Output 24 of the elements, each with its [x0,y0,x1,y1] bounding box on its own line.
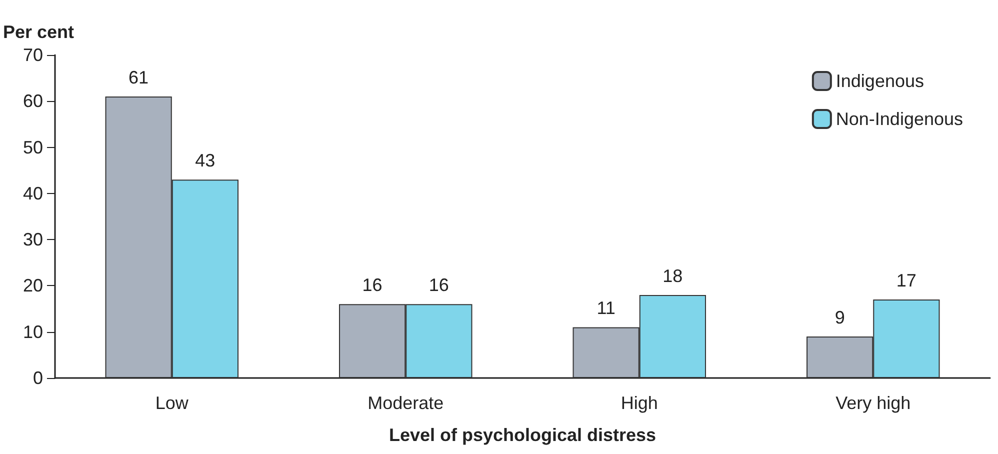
data-label: 18 [662,266,683,286]
x-tick-label: Moderate [368,393,444,413]
x-tick-label: High [620,393,658,413]
y-tick-label: 10 [22,322,43,342]
y-tick-label: 40 [22,183,43,204]
data-label: 43 [195,150,216,171]
data-label: 16 [362,275,382,296]
data-label: 61 [128,68,149,88]
x-axis-title: Level of psychological distress [388,425,656,445]
x-tick-label: Very high [836,393,911,413]
data-label: 17 [896,270,916,291]
y-tick-label: 60 [22,91,43,112]
y-tick-label: 70 [22,45,43,65]
data-label: 16 [428,275,449,296]
y-axis-title: Per cent [3,22,74,42]
x-tick-label: Low [155,393,190,413]
y-tick-label: 0 [32,368,43,388]
data-label: 11 [596,298,616,318]
y-tick-label: 50 [22,137,43,158]
y-tick-label: 30 [22,230,43,250]
data-label: 9 [834,307,845,328]
y-tick-label: 20 [22,276,43,296]
legend-label: Indigenous [836,71,924,91]
legend-label: Non-Indigenous [836,109,964,129]
